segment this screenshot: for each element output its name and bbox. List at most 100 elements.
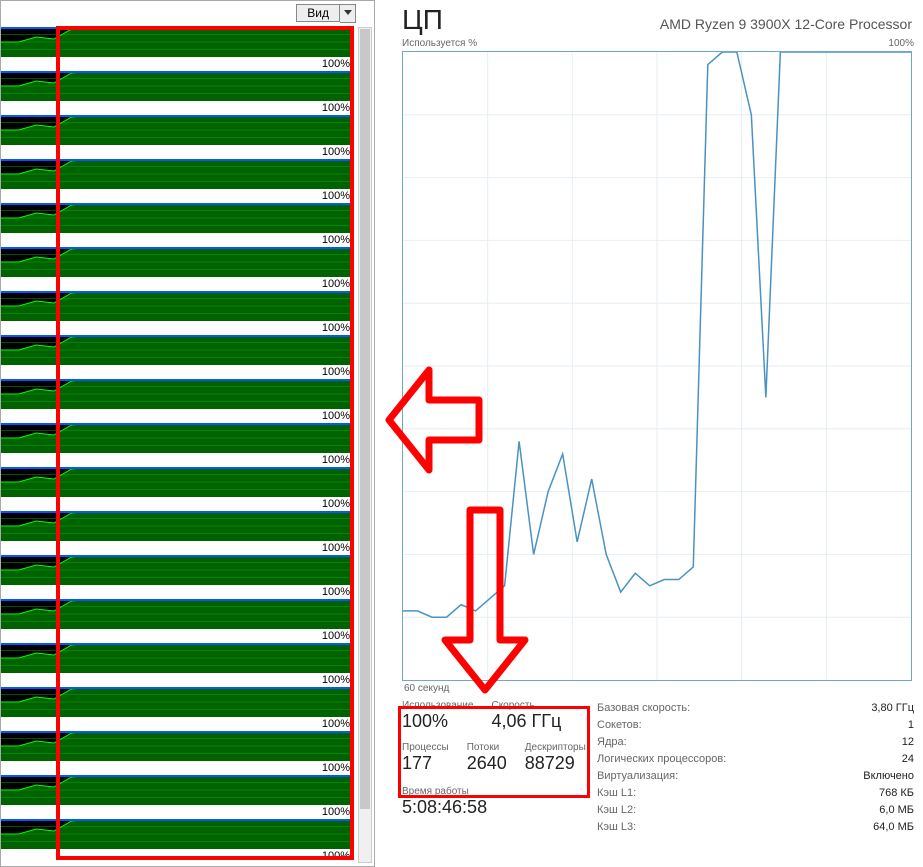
core-pct-label: 100%: [322, 718, 350, 730]
spec-row: Кэш L2: 6,0 МБ: [597, 802, 914, 819]
view-dropdown-icon[interactable]: [340, 4, 356, 23]
core-graph: [1, 819, 354, 849]
cpu-usage-chart: [402, 51, 912, 681]
core-pct-label: 100%: [322, 586, 350, 598]
core-graph: [1, 555, 354, 585]
spec-key: Кэш L3:: [597, 819, 636, 836]
core-row: 100%: [1, 643, 354, 687]
spec-value: 12: [902, 734, 914, 751]
spec-row: Кэш L1: 768 КБ: [597, 785, 914, 802]
core-row: 100%: [1, 511, 354, 555]
stats-specs: Базовая скорость: 3,80 ГГц Сокетов: 1 Ядра: 1…: [597, 700, 914, 836]
spec-value: 1: [908, 717, 914, 734]
core-graph: [1, 115, 354, 145]
core-graph: [1, 687, 354, 717]
view-button[interactable]: Вид: [296, 4, 340, 22]
core-row: 100%: [1, 159, 354, 203]
core-graph: [1, 467, 354, 497]
stat-threads: Потоки 2640: [467, 742, 507, 774]
core-row: 100%: [1, 115, 354, 159]
core-pct-label: 100%: [322, 366, 350, 378]
core-row: 100%: [1, 819, 354, 863]
core-row: 100%: [1, 71, 354, 115]
core-row: 100%: [1, 291, 354, 335]
spec-key: Кэш L2:: [597, 802, 636, 819]
core-row: 100%: [1, 467, 354, 511]
core-row: 100%: [1, 335, 354, 379]
core-pct-label: 100%: [322, 762, 350, 774]
spec-value: 64,0 МБ: [873, 819, 914, 836]
spec-key: Виртуализация:: [597, 768, 678, 785]
core-graph: [1, 203, 354, 233]
core-pct-label: 100%: [322, 190, 350, 202]
scrollbar-vertical[interactable]: [358, 27, 372, 863]
spec-row: Базовая скорость: 3,80 ГГц: [597, 700, 914, 717]
core-row: 100%: [1, 731, 354, 775]
spec-row: Логических процессоров:24: [597, 751, 914, 768]
chart-xaxis-label: 60 секунд: [398, 683, 918, 694]
core-graph: [1, 247, 354, 277]
stats-primary: Использование 100% Скорость 4,06 ГГц Про…: [402, 700, 597, 836]
core-graph: [1, 27, 354, 57]
core-graph: [1, 599, 354, 629]
core-pct-label: 100%: [322, 146, 350, 158]
core-pct-label: 100%: [322, 454, 350, 466]
core-row: 100%: [1, 247, 354, 291]
cores-list: 100% 100% 100%: [1, 27, 354, 863]
core-row: 100%: [1, 599, 354, 643]
spec-row: Виртуализация: Включено: [597, 768, 914, 785]
spec-key: Сокетов:: [597, 717, 642, 734]
spec-key: Ядра:: [597, 734, 627, 751]
view-button-group: Вид: [296, 3, 356, 23]
spec-value: 3,80 ГГц: [871, 700, 914, 717]
spec-key: Кэш L1:: [597, 785, 636, 802]
stat-speed: Скорость 4,06 ГГц: [491, 700, 561, 732]
core-graph: [1, 775, 354, 805]
cpu-model-name: AMD Ryzen 9 3900X 12-Core Processor: [660, 16, 912, 32]
core-row: 100%: [1, 687, 354, 731]
core-graph: [1, 731, 354, 761]
core-row: 100%: [1, 379, 354, 423]
core-pct-label: 100%: [322, 498, 350, 510]
core-row: 100%: [1, 423, 354, 467]
core-pct-label: 100%: [322, 542, 350, 554]
core-pct-label: 100%: [322, 234, 350, 246]
core-pct-label: 100%: [322, 806, 350, 818]
core-row: 100%: [1, 775, 354, 819]
cpu-header: ЦП AMD Ryzen 9 3900X 12-Core Processor: [398, 0, 918, 38]
core-row: 100%: [1, 27, 354, 71]
stat-processes: Процессы 177: [402, 742, 449, 774]
stat-usage: Использование 100%: [402, 700, 473, 732]
chart-label-max: 100%: [888, 38, 914, 49]
core-pct-label: 100%: [322, 630, 350, 642]
core-graph: [1, 159, 354, 189]
core-pct-label: 100%: [322, 850, 350, 862]
core-graph: [1, 335, 354, 365]
core-pct-label: 100%: [322, 410, 350, 422]
core-graph: [1, 511, 354, 541]
spec-value: 6,0 МБ: [879, 802, 914, 819]
spec-row: Кэш L3: 64,0 МБ: [597, 819, 914, 836]
core-pct-label: 100%: [322, 322, 350, 334]
core-graph: [1, 423, 354, 453]
core-row: 100%: [1, 203, 354, 247]
cpu-title: ЦП: [402, 4, 443, 36]
spec-value: Включено: [863, 768, 914, 785]
core-graph: [1, 379, 354, 409]
stat-handles: Дескрипторы 88729: [525, 742, 586, 774]
chart-label-usage: Используется %: [402, 38, 477, 49]
core-pct-label: 100%: [322, 102, 350, 114]
core-pct-label: 100%: [322, 674, 350, 686]
spec-value: 24: [902, 751, 914, 768]
core-pct-label: 100%: [322, 58, 350, 70]
spec-key: Базовая скорость:: [597, 700, 690, 717]
core-graphs-panel: Вид 100%: [0, 0, 375, 867]
core-row: 100%: [1, 555, 354, 599]
core-graph: [1, 71, 354, 101]
stat-uptime: Время работы 5:08:46:58: [402, 786, 597, 818]
core-pct-label: 100%: [322, 278, 350, 290]
scrollbar-thumb[interactable]: [360, 29, 370, 809]
core-graph: [1, 291, 354, 321]
core-graph: [1, 643, 354, 673]
spec-value: 768 КБ: [879, 785, 914, 802]
